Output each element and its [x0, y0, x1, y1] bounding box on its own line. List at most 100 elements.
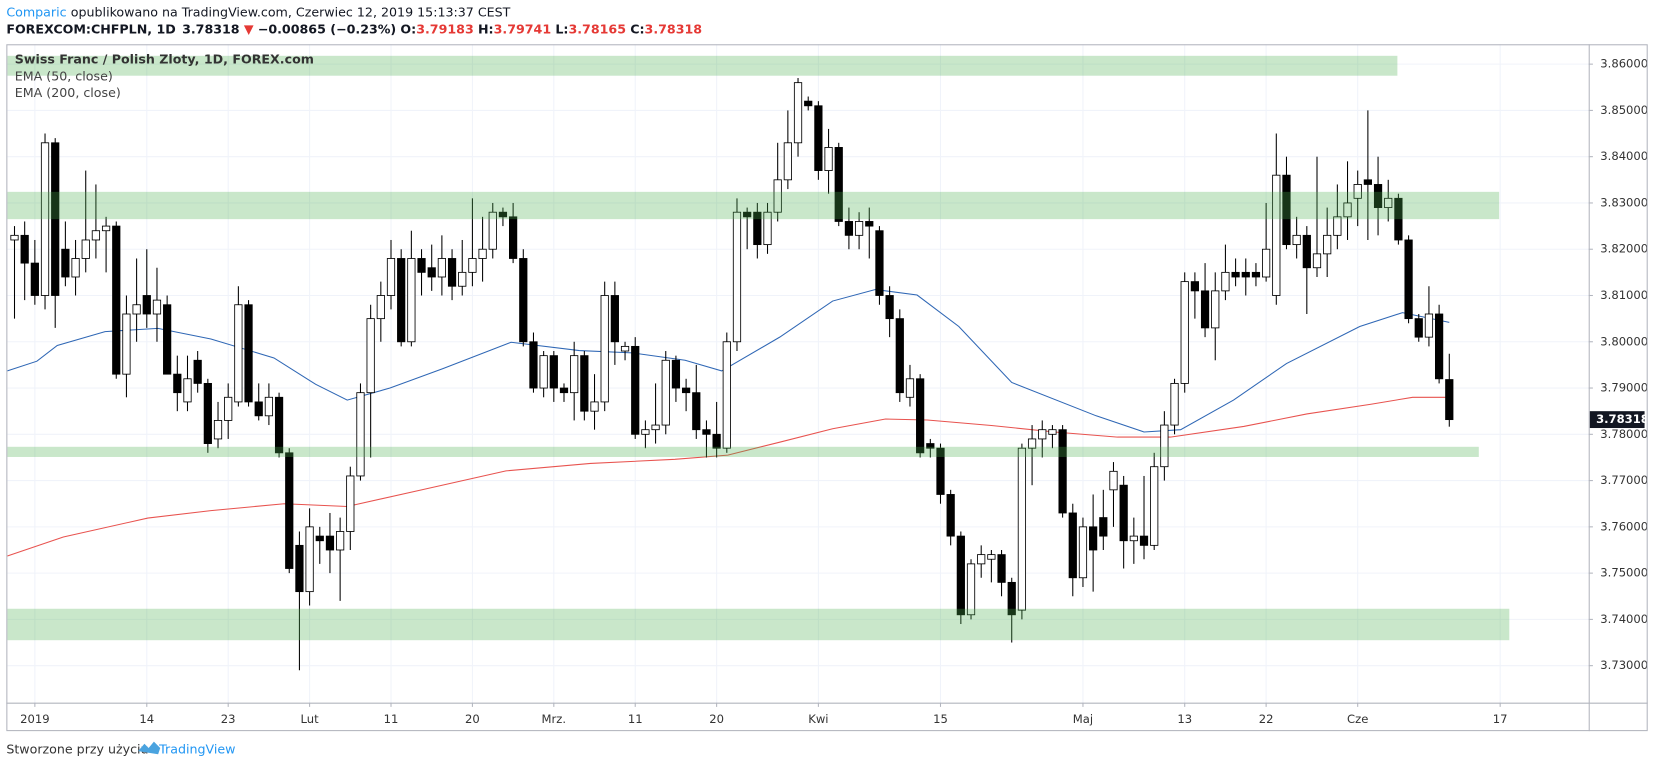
candle-body	[956, 535, 965, 616]
candle-body	[1211, 290, 1220, 329]
candle-body	[753, 211, 762, 246]
candle-body	[325, 535, 335, 551]
candle-body	[539, 355, 548, 389]
candle-body	[763, 211, 772, 246]
price-zone	[7, 608, 1510, 641]
x-tick-label: 20	[465, 712, 480, 726]
chart-frame	[6, 44, 1648, 732]
candle-body	[661, 359, 670, 426]
candle-body	[926, 443, 935, 449]
candle-body	[590, 401, 599, 412]
footer-brand[interactable]: TradingView	[158, 742, 235, 757]
y-tick-label: 3.77000	[1600, 473, 1648, 487]
candle-body	[1384, 197, 1393, 209]
candle-body	[1160, 424, 1169, 468]
candle-body	[722, 341, 731, 449]
candle-body	[1007, 581, 1016, 616]
candle-body	[1292, 234, 1301, 246]
candle-body	[71, 258, 80, 278]
candle-body	[447, 258, 457, 287]
candle-body	[905, 378, 915, 398]
candle-body	[407, 258, 416, 343]
candle-body	[1180, 281, 1189, 384]
ema-line	[7, 288, 1450, 433]
y-tick-label: 3.83000	[1600, 195, 1648, 209]
candle-body	[773, 179, 782, 213]
ohlc-label: C:	[630, 21, 644, 36]
y-tick-label: 3.78000	[1600, 427, 1648, 441]
candle-body	[1017, 447, 1027, 611]
y-tick-label: 3.76000	[1600, 519, 1648, 533]
candle-body	[1048, 429, 1057, 435]
y-tick-label: 3.84000	[1600, 149, 1648, 163]
candle-body	[631, 345, 640, 435]
candle-body	[1139, 535, 1149, 546]
candle-body	[1414, 318, 1423, 338]
candle-body	[1251, 271, 1261, 278]
candle-body	[305, 526, 314, 593]
candle-body	[793, 82, 803, 144]
y-tick-label: 3.79000	[1600, 381, 1648, 395]
candle-body	[681, 387, 691, 394]
x-tick-label: 2019	[20, 712, 49, 726]
candle-body	[1241, 271, 1250, 278]
candle-body	[977, 554, 986, 565]
candle-body	[580, 355, 589, 412]
candle-body	[193, 359, 202, 384]
candle-body	[1434, 313, 1444, 380]
candle-body	[468, 258, 477, 273]
plot	[7, 55, 1510, 671]
candle-body	[163, 304, 172, 375]
y-tick-label: 3.86000	[1600, 57, 1648, 71]
candle-body	[600, 295, 609, 403]
candle-body	[712, 433, 721, 449]
candle-body	[142, 295, 151, 315]
candle-body	[1078, 526, 1088, 579]
candle-body	[1200, 290, 1210, 329]
candle-body	[376, 295, 385, 320]
ema-line	[7, 396, 1450, 557]
x-tick-label: 17	[1493, 712, 1508, 726]
x-tick-label: 15	[933, 712, 948, 726]
ohlc-value: 3.78318	[645, 21, 703, 36]
candle-body	[1170, 382, 1179, 426]
last: 3.78318	[182, 21, 240, 36]
author[interactable]: Comparic	[6, 4, 66, 19]
candle-body	[559, 387, 569, 394]
candle-body	[234, 304, 243, 403]
candle-body	[1282, 174, 1291, 246]
candle-body	[549, 355, 558, 389]
x-tick-label: 11	[628, 712, 643, 726]
symbol: FOREXCOM:CHFPLN, 1D	[6, 21, 175, 36]
candle-body	[1190, 281, 1200, 292]
x-tick-label: Cze	[1347, 712, 1368, 726]
candle-body	[1119, 484, 1128, 542]
candle-body	[20, 234, 29, 264]
candle-body	[1312, 253, 1322, 269]
candle-body	[478, 248, 487, 259]
candle-body	[81, 239, 90, 259]
candle-body	[51, 142, 60, 296]
overlay: 3.73000 3.74000 3.75000 3.76000 3.77000 3.780…	[20, 57, 1649, 726]
candle-body	[397, 258, 406, 343]
candle-body	[183, 378, 192, 403]
footer-text: Stworzone przy użyciu	[6, 742, 148, 757]
candle-body	[1221, 271, 1230, 292]
price-tag	[1589, 411, 1645, 429]
candle-body	[386, 258, 396, 296]
candle-body	[224, 396, 233, 421]
candle-body	[966, 563, 976, 616]
candle-body	[122, 313, 131, 375]
x-tick-label: 22	[1259, 712, 1274, 726]
candle-body	[1027, 438, 1037, 449]
candle-body	[1058, 429, 1067, 514]
candle-body	[671, 359, 681, 389]
x-tick-label: Kwi	[808, 712, 828, 726]
candle-body	[1445, 379, 1454, 421]
candle-body	[40, 142, 50, 296]
candle-body	[417, 258, 426, 273]
candle-body	[274, 396, 284, 454]
logo-icon[interactable]	[138, 741, 161, 755]
candle-body	[61, 248, 70, 278]
